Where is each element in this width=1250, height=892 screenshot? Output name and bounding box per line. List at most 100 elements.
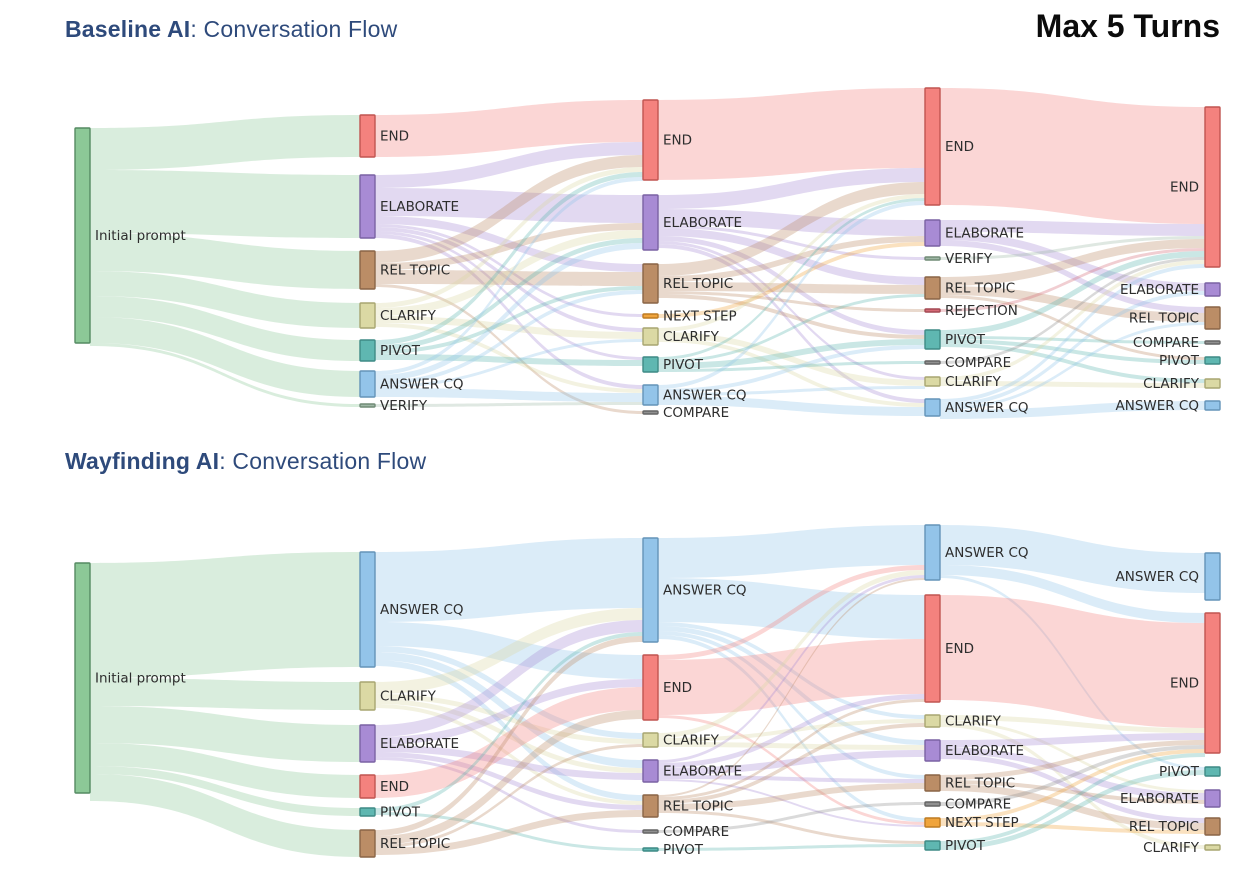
sankey-node-label-elaborate: ELABORATE <box>663 215 742 231</box>
sankey-node-rel-topic[interactable] <box>1204 306 1221 330</box>
sankey-node-end[interactable] <box>1204 106 1221 268</box>
flow-answer-cq-to-pivot <box>658 345 925 393</box>
flow-elaborate-to-rel-topic <box>658 228 925 285</box>
sankey-node-end[interactable] <box>924 594 941 703</box>
sankey-node-pivot[interactable] <box>642 356 659 373</box>
sankey-node-pivot[interactable] <box>359 339 376 362</box>
sankey-node-answer-cq[interactable] <box>359 370 376 398</box>
sankey-node-next-step[interactable] <box>924 817 941 828</box>
sankey-node-answer-cq[interactable] <box>642 537 659 643</box>
sankey-node-next-step[interactable] <box>642 313 659 319</box>
sankey-node-initial-prompt[interactable] <box>74 127 91 344</box>
flow-elaborate-to-answer-cq <box>375 234 643 389</box>
sankey-node-elaborate[interactable] <box>642 759 659 783</box>
flow-clarify-to-clarify <box>375 694 643 744</box>
baseline-title-name: Baseline AI <box>65 16 191 42</box>
sankey-node-rel-topic[interactable] <box>924 276 941 300</box>
sankey-node-elaborate[interactable] <box>1204 789 1221 808</box>
flow-answer-cq-to-elaborate <box>375 243 643 381</box>
sankey-node-clarify[interactable] <box>924 376 941 387</box>
sankey-node-end[interactable] <box>924 87 941 206</box>
sankey-node-verify[interactable] <box>924 256 941 261</box>
sankey-node-answer-cq[interactable] <box>924 398 941 417</box>
flow-verify-to-end <box>940 236 1205 260</box>
flow-rejection-to-end <box>940 248 1205 312</box>
sankey-node-pivot[interactable] <box>924 329 941 350</box>
sankey-node-pivot[interactable] <box>359 807 376 817</box>
flow-pivot-to-rel-topic <box>375 286 643 354</box>
sankey-node-clarify[interactable] <box>359 681 376 711</box>
sankey-node-label-pivot: PIVOT <box>945 838 986 854</box>
sankey-node-end[interactable] <box>359 114 376 158</box>
sankey-node-label-next-step: NEXT STEP <box>945 815 1019 831</box>
flow-elaborate-to-pivot <box>375 231 643 360</box>
sankey-node-elaborate[interactable] <box>642 194 659 251</box>
flow-pivot-to-pivot <box>658 844 925 851</box>
flow-answer-cq-to-answer-cq <box>658 396 925 416</box>
sankey-node-clarify[interactable] <box>1204 378 1221 389</box>
sankey-node-compare[interactable] <box>1204 340 1221 345</box>
flow-clarify-to-end <box>940 260 1205 381</box>
flow-answer-cq-to-answer-cq <box>375 388 643 402</box>
flow-elaborate-to-rel-topic <box>940 240 1205 313</box>
sankey-node-elaborate[interactable] <box>359 724 376 763</box>
sankey-node-elaborate[interactable] <box>359 174 376 239</box>
flow-pivot-to-pivot <box>375 812 643 851</box>
flow-compare-to-end <box>940 745 1205 806</box>
sankey-node-label-clarify: CLARIFY <box>945 374 1002 390</box>
sankey-node-end[interactable] <box>642 654 659 721</box>
sankey-node-clarify[interactable] <box>642 327 659 346</box>
sankey-node-rel-topic[interactable] <box>359 250 376 290</box>
sankey-node-clarify[interactable] <box>1204 844 1221 851</box>
sankey-node-answer-cq[interactable] <box>1204 400 1221 411</box>
sankey-node-end[interactable] <box>359 774 376 799</box>
sankey-node-answer-cq[interactable] <box>924 524 941 581</box>
sankey-node-compare[interactable] <box>924 360 941 365</box>
flow-elaborate-to-elaborate <box>658 750 925 775</box>
sankey-node-rel-topic[interactable] <box>1204 817 1221 836</box>
sankey-node-answer-cq[interactable] <box>359 551 376 668</box>
sankey-node-pivot[interactable] <box>1204 356 1221 365</box>
flow-rel-topic-to-rel-topic <box>375 810 643 855</box>
sankey-node-elaborate[interactable] <box>924 219 941 247</box>
sankey-node-clarify[interactable] <box>924 714 941 728</box>
wayfinding-title-name: Wayfinding AI <box>65 448 220 474</box>
sankey-node-end[interactable] <box>642 99 659 181</box>
sankey-node-rel-topic[interactable] <box>924 774 941 792</box>
sankey-node-label-clarify: CLARIFY <box>945 714 1002 730</box>
flow-initial-prompt-to-rel-topic <box>90 233 360 289</box>
sankey-node-elaborate[interactable] <box>1204 282 1221 297</box>
sankey-node-clarify[interactable] <box>359 302 376 329</box>
flow-answer-cq-to-rel-topic <box>658 631 925 779</box>
sankey-node-rel-topic[interactable] <box>642 794 659 818</box>
sankey-node-rel-topic[interactable] <box>642 263 659 304</box>
sankey-node-end[interactable] <box>1204 612 1221 754</box>
sankey-node-verify[interactable] <box>359 403 376 408</box>
sankey-node-rejection[interactable] <box>924 308 941 313</box>
sankey-node-pivot[interactable] <box>642 847 659 852</box>
flow-clarify-to-clarify <box>375 316 643 339</box>
sankey-node-initial-prompt[interactable] <box>74 562 91 794</box>
sankey-node-rel-topic[interactable] <box>359 829 376 858</box>
sankey-node-label-elaborate: ELABORATE <box>1120 791 1199 807</box>
sankey-node-pivot[interactable] <box>924 840 941 851</box>
sankey-node-answer-cq[interactable] <box>642 384 659 406</box>
sankey-node-answer-cq[interactable] <box>1204 552 1221 601</box>
sankey-node-pivot[interactable] <box>1204 766 1221 777</box>
sankey-node-label-elaborate: ELABORATE <box>380 199 459 215</box>
flow-clarify-to-elaborate <box>940 720 1205 793</box>
flow-elaborate-to-answer-cq <box>658 244 925 403</box>
sankey-node-label-elaborate: ELABORATE <box>945 226 1024 242</box>
sankey-node-compare[interactable] <box>642 829 659 834</box>
sankey-node-label-elaborate: ELABORATE <box>380 736 459 752</box>
flow-clarify-to-clarify <box>658 332 925 386</box>
sankey-node-clarify[interactable] <box>642 732 659 748</box>
flow-rel-topic-to-end <box>658 699 925 800</box>
sankey-node-label-compare: COMPARE <box>945 797 1011 813</box>
flow-pivot-to-pivot <box>375 354 643 366</box>
sankey-node-compare[interactable] <box>642 410 659 415</box>
sankey-node-compare[interactable] <box>924 801 941 807</box>
sankey-node-elaborate[interactable] <box>924 739 941 762</box>
flow-elaborate-to-elaborate <box>375 745 643 780</box>
flow-rel-topic-to-clarify <box>375 744 643 848</box>
